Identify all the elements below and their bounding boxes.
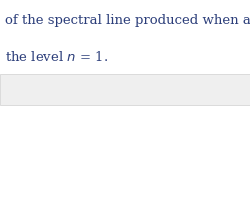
Text: the level $\mathit{n}$ = 1.: the level $\mathit{n}$ = 1. [5, 50, 108, 64]
Text: of the spectral line produced when an electron i: of the spectral line produced when an el… [5, 14, 250, 27]
FancyBboxPatch shape [0, 74, 250, 105]
